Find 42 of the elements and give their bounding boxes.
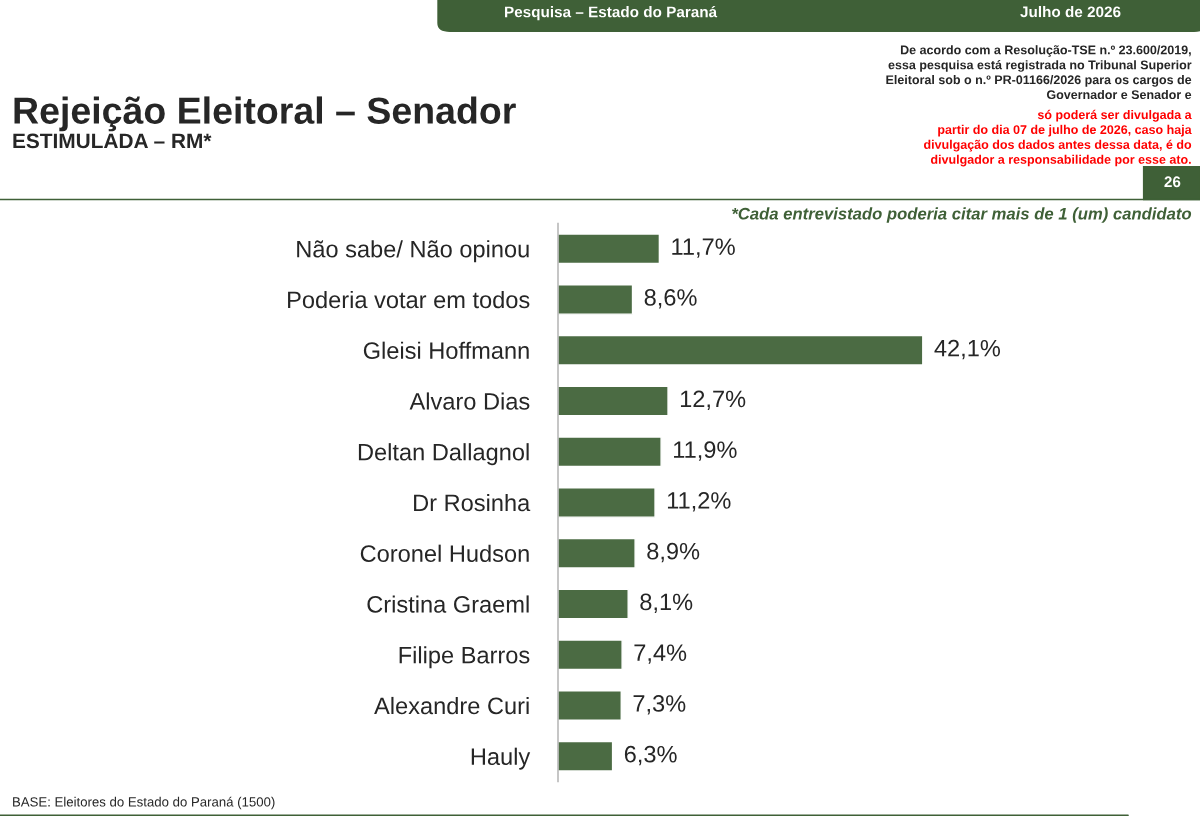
y-tick-label: Poderia votar em todos <box>288 290 530 309</box>
data-label: 7,3% <box>633 695 686 715</box>
data-label: 12,7% <box>680 390 746 411</box>
y-tick-label: Dr Rosinha <box>414 493 531 512</box>
data-label: 11,7% <box>672 238 735 258</box>
y-tick-label: Filipe Barros <box>399 646 530 669</box>
bar <box>558 233 661 265</box>
text: Pesquisa – Estado do Paraná <box>505 5 718 21</box>
bar <box>558 334 924 366</box>
y-tick-label: Coronel Hudson <box>360 544 529 562</box>
data-label: 6,3% <box>624 745 677 766</box>
text: 26 <box>1164 176 1181 188</box>
bar <box>558 588 629 620</box>
data-label: 11,9% <box>674 441 737 461</box>
y-tick-label: Alvaro Dias <box>409 392 530 410</box>
text: Julho de 2026 <box>1020 6 1121 18</box>
y-tick-label: Alexandre Curi <box>374 696 529 715</box>
bar <box>558 385 669 417</box>
y-tick-label: Cristina Graeml <box>367 595 529 613</box>
text: BASE: Eleitores do Estado do Paraná (1500) <box>13 796 275 810</box>
text: ESTIMULADA – RM* <box>13 133 212 149</box>
bar <box>558 639 623 671</box>
data-label: 8,6% <box>644 289 697 309</box>
text: *Cada entrevistado poderia citar mais de 1 (um) candidato <box>732 207 1192 223</box>
y-tick-label: Não sabe/ Não opinou <box>297 240 529 263</box>
bar <box>558 537 636 569</box>
bar <box>558 487 656 518</box>
data-label: 8,9% <box>647 542 700 563</box>
data-label: 8,1% <box>640 593 693 614</box>
bar <box>558 690 622 721</box>
data-label: 42,1% <box>934 339 1001 360</box>
bar <box>558 284 634 315</box>
text: só poderá ser divulgada a partir do dia 07 de julho de 2026, caso haja divulgação dos dados antes dessa data, é do divulgador a responsabilidade por esse ato. <box>924 109 1192 167</box>
chart-title: Rejeição Eleitoral – Senador <box>14 96 516 132</box>
bar <box>558 740 614 772</box>
y-tick-label: Hauly <box>471 747 531 770</box>
data-label: 11,2% <box>667 492 731 512</box>
bar <box>558 436 662 468</box>
text: De acordo com a Resolução-TSE n.º 23.600/2019, essa pesquisa está registrada no Tribunal Superior Eleitoral sob o n.º PR-01166/2026 para os cargos de Governador e Senador e <box>886 45 1192 100</box>
y-tick-label: Deltan Dallagnol <box>358 443 529 466</box>
y-tick-label: Gleisi Hoffmann <box>363 341 529 359</box>
data-label: 7,4% <box>634 644 687 664</box>
